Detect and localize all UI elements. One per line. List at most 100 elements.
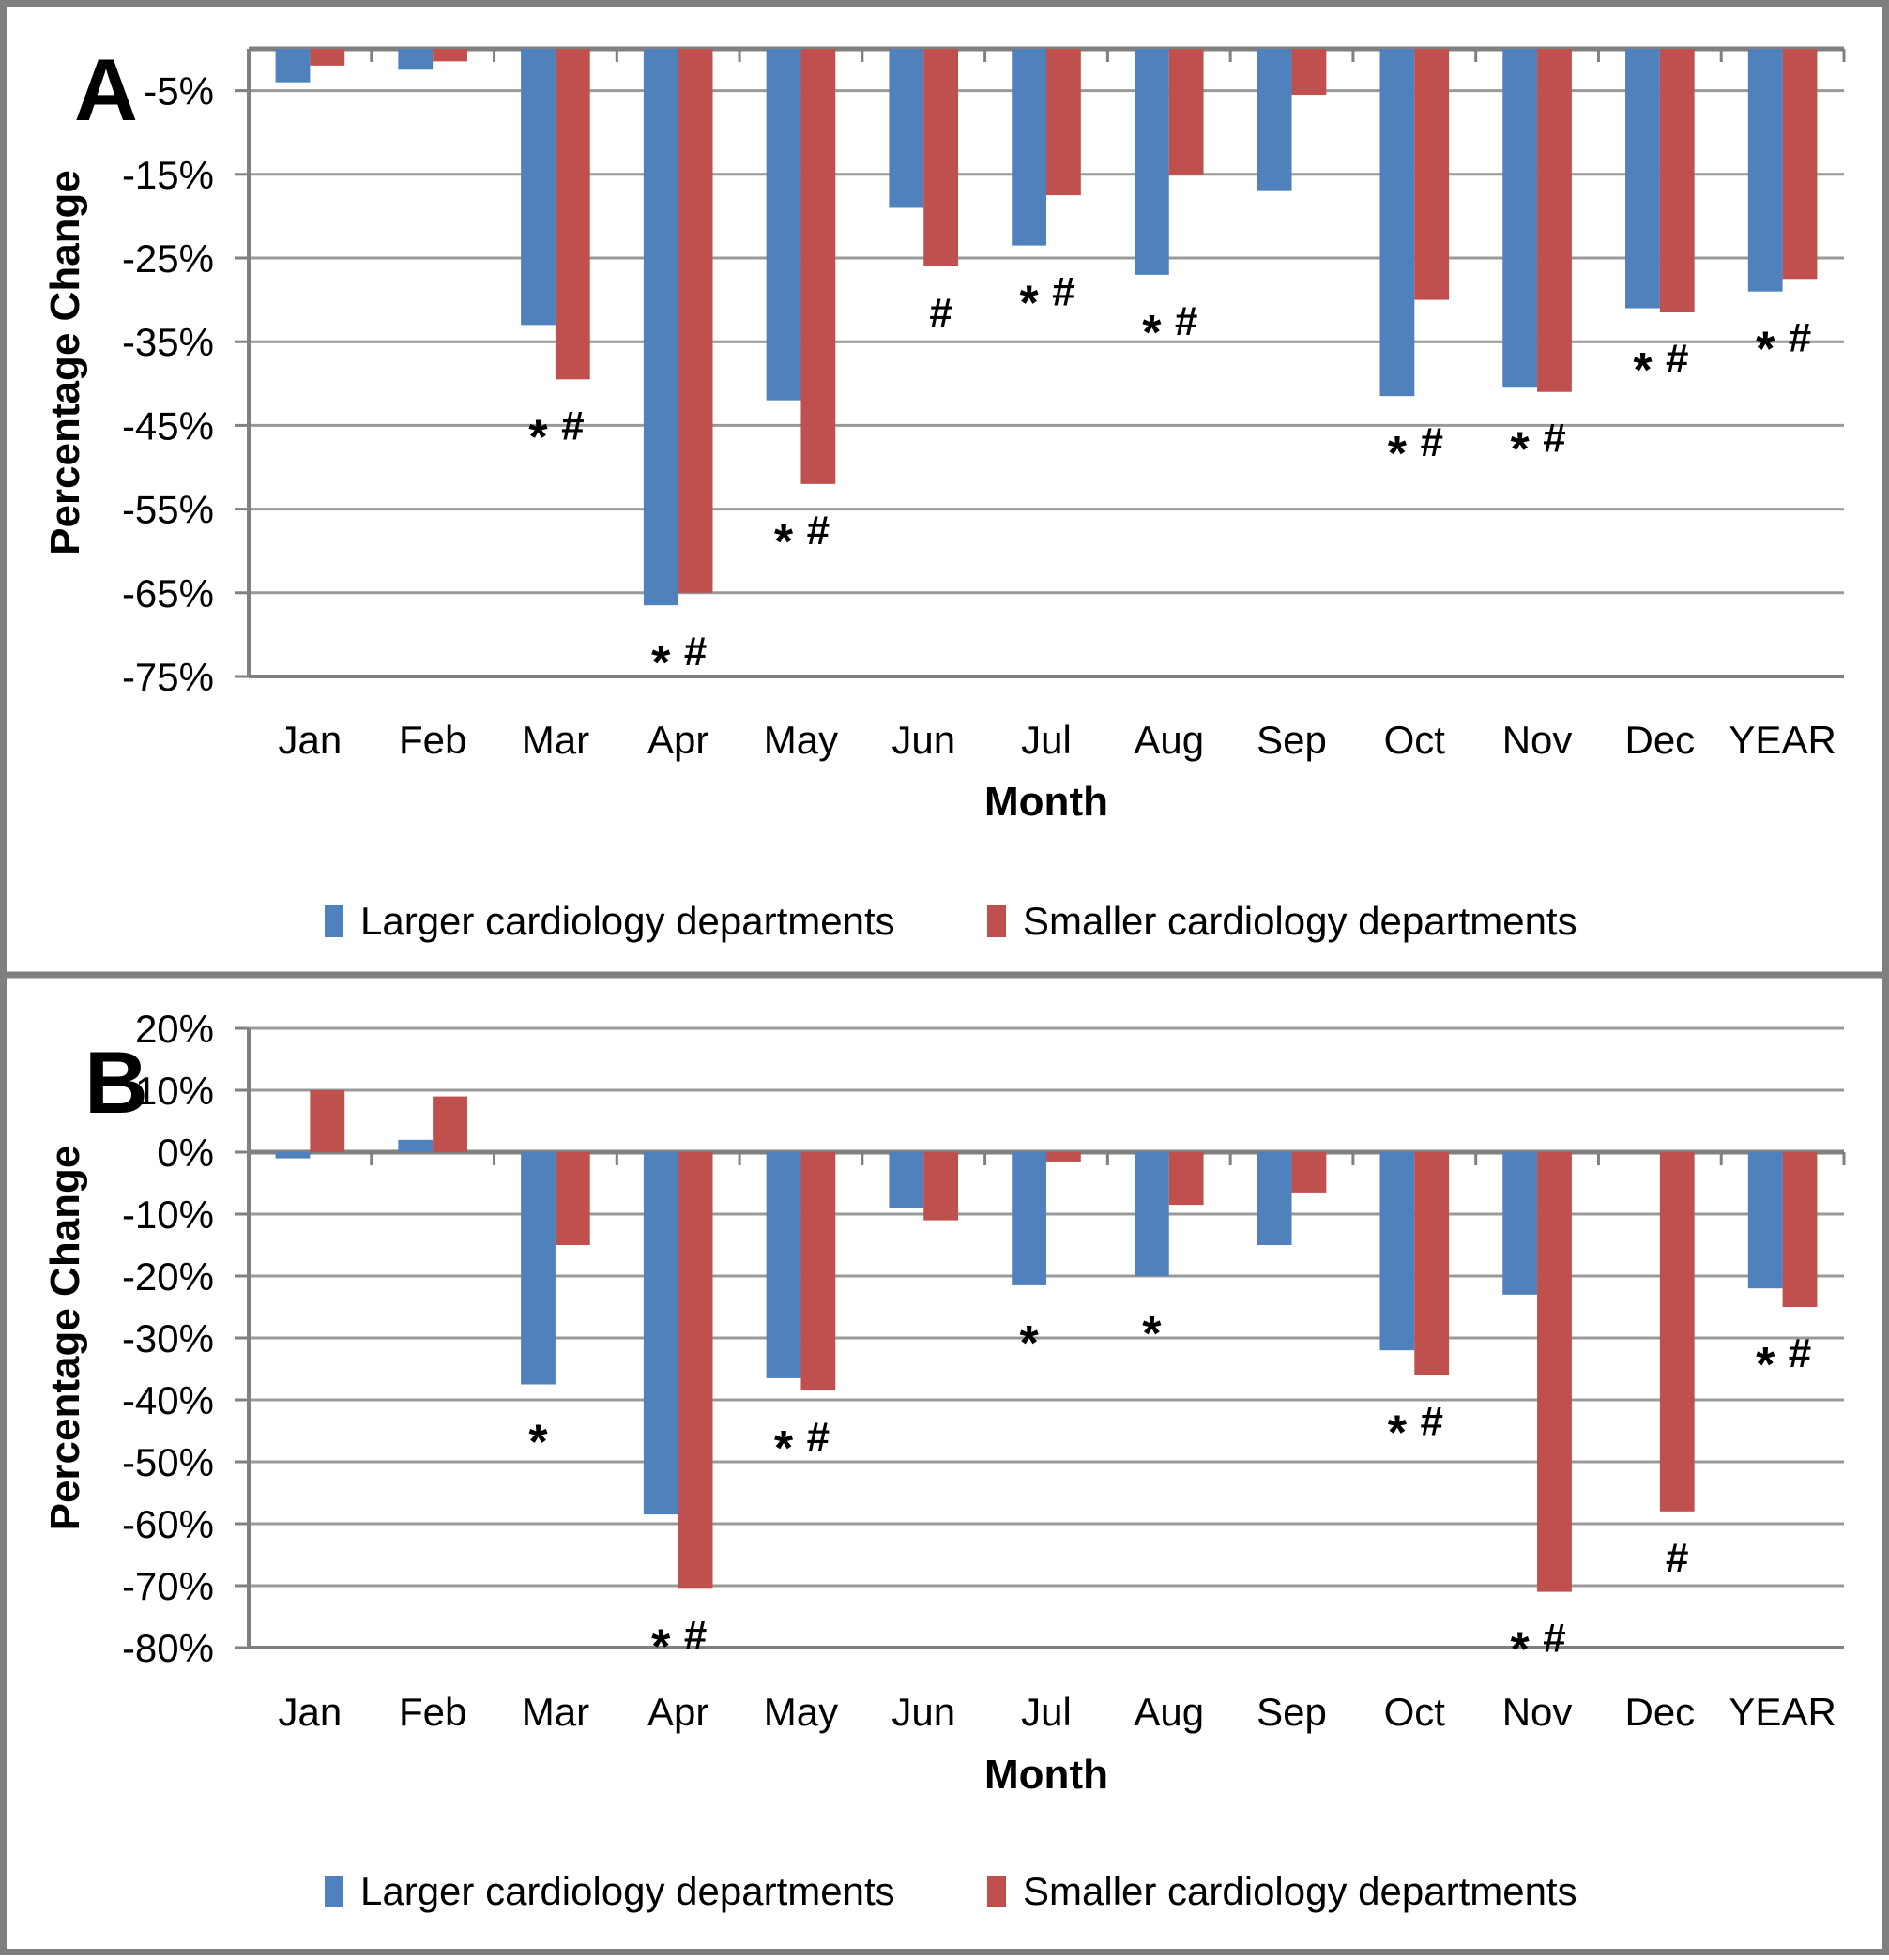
x-tick-label-aug: Aug [1134, 1690, 1204, 1734]
annotation-hash-may: # [807, 1414, 830, 1460]
bar-smaller-jul [1046, 49, 1081, 196]
bar-smaller-may [800, 49, 836, 484]
annotation-star-mar: * [528, 410, 548, 464]
y-tick-label: -80% [122, 1626, 214, 1670]
bar-larger-sep [1257, 49, 1292, 191]
bar-larger-jan [275, 49, 311, 83]
annotation-star-oct: * [1388, 1406, 1408, 1461]
annotation-star-jul: * [1019, 277, 1039, 331]
y-tick-label: -5% [144, 69, 214, 114]
bar-smaller-jan [310, 1090, 345, 1152]
y-tick-label: -10% [122, 1193, 214, 1237]
bar-larger-year [1747, 1152, 1783, 1289]
bar-larger-dec [1625, 49, 1660, 309]
bar-larger-year [1747, 49, 1783, 292]
bar-smaller-jun [923, 1152, 959, 1221]
x-tick-label-jan: Jan [279, 1690, 343, 1734]
bar-larger-oct [1379, 49, 1415, 397]
x-tick-label-apr: Apr [647, 718, 708, 762]
legend-label-larger: Larger cardiology departments [360, 899, 895, 943]
bar-larger-jul [1012, 49, 1046, 246]
bar-larger-aug [1134, 49, 1169, 275]
x-tick-label-sep: Sep [1257, 1690, 1327, 1734]
x-axis-title: Month [984, 1752, 1108, 1798]
y-tick-label: -25% [122, 236, 214, 281]
annotation-hash-aug: # [1175, 298, 1197, 344]
y-tick-label: -20% [122, 1254, 214, 1299]
x-tick-label-jul: Jul [1021, 1690, 1072, 1734]
legend-swatch-larger [325, 905, 343, 937]
bar-larger-sep [1257, 1152, 1292, 1245]
bar-smaller-oct [1414, 1152, 1450, 1375]
x-tick-label-may: May [764, 1690, 838, 1734]
y-tick-label: -15% [122, 153, 214, 197]
y-tick-label: -35% [122, 320, 214, 364]
bar-smaller-jul [1046, 1152, 1081, 1162]
x-tick-label-aug: Aug [1134, 718, 1204, 762]
x-tick-label-dec: Dec [1624, 1690, 1695, 1734]
annotation-hash-nov: # [1543, 416, 1565, 462]
bar-smaller-apr [678, 49, 713, 593]
y-tick-label: -30% [122, 1316, 214, 1360]
annotation-hash-apr: # [684, 629, 707, 675]
legend-swatch-smaller [987, 1876, 1006, 1907]
annotation-hash-year: # [1789, 315, 1811, 361]
annotation-star-year: * [1756, 1338, 1775, 1392]
annotation-star-year: * [1756, 323, 1775, 377]
bar-larger-jan [275, 1152, 311, 1159]
bar-smaller-feb [433, 49, 467, 62]
annotation-star-jul: * [1019, 1316, 1039, 1371]
legend-label-larger: Larger cardiology departments [360, 1869, 895, 1913]
annotation-star-oct: * [1388, 427, 1408, 481]
x-tick-label-oct: Oct [1384, 1690, 1446, 1734]
y-tick-label: 0% [157, 1131, 214, 1175]
bar-smaller-nov [1537, 1152, 1572, 1592]
x-tick-label-mar: Mar [522, 718, 589, 762]
x-tick-label-sep: Sep [1257, 718, 1327, 762]
x-axis-title: Month [984, 779, 1108, 825]
legend-label-smaller: Smaller cardiology departments [1023, 899, 1577, 943]
annotation-hash-oct: # [1420, 419, 1442, 465]
bar-larger-jun [889, 1152, 924, 1208]
x-tick-label-apr: Apr [647, 1690, 708, 1734]
bar-smaller-sep [1291, 1152, 1327, 1193]
panel-a: -5% -15% -25% -35% -45% -55% -65% -75% * # * # * # # * #… [42, 40, 1846, 943]
annotation-star-aug: * [1142, 306, 1162, 360]
x-tick-label-jul: Jul [1021, 718, 1072, 762]
annotation-star-may: * [774, 515, 794, 570]
y-tick-label: -75% [122, 655, 214, 699]
annotation-star-apr: * [651, 636, 671, 691]
panel-letter-b: B [84, 1033, 148, 1132]
x-tick-label-feb: Feb [399, 1690, 466, 1734]
bar-smaller-dec [1659, 1152, 1695, 1512]
bar-larger-jun [889, 49, 924, 208]
bar-larger-mar [521, 1152, 556, 1385]
bar-larger-apr [643, 49, 678, 606]
y-tick-label: -60% [122, 1502, 214, 1546]
annotation-star-may: * [774, 1421, 794, 1476]
bar-smaller-mar [555, 49, 590, 380]
panel-letter-a: A [74, 40, 138, 139]
bar-smaller-feb [433, 1096, 467, 1152]
legend-swatch-larger [325, 1876, 343, 1907]
annotation-hash-may: # [807, 508, 830, 554]
annotation-star-nov: * [1511, 1623, 1531, 1678]
y-tick-label: -70% [122, 1564, 214, 1608]
y-tick-label: 20% [135, 1007, 214, 1051]
bar-smaller-sep [1291, 49, 1327, 96]
bar-smaller-mar [555, 1152, 590, 1245]
bar-smaller-nov [1537, 49, 1572, 392]
bar-larger-apr [643, 1152, 678, 1515]
annotation-hash-apr: # [684, 1612, 707, 1658]
x-tick-label-oct: Oct [1384, 718, 1446, 762]
bar-larger-may [766, 49, 801, 401]
bar-larger-feb [398, 49, 434, 70]
x-tick-label-jan: Jan [279, 718, 343, 762]
bar-larger-may [766, 1152, 801, 1378]
bar-larger-oct [1379, 1152, 1415, 1351]
annotation-hash-dec: # [1666, 1535, 1688, 1581]
y-tick-label: 10% [135, 1069, 214, 1113]
bar-smaller-year [1782, 1152, 1818, 1307]
bar-smaller-oct [1414, 49, 1450, 300]
